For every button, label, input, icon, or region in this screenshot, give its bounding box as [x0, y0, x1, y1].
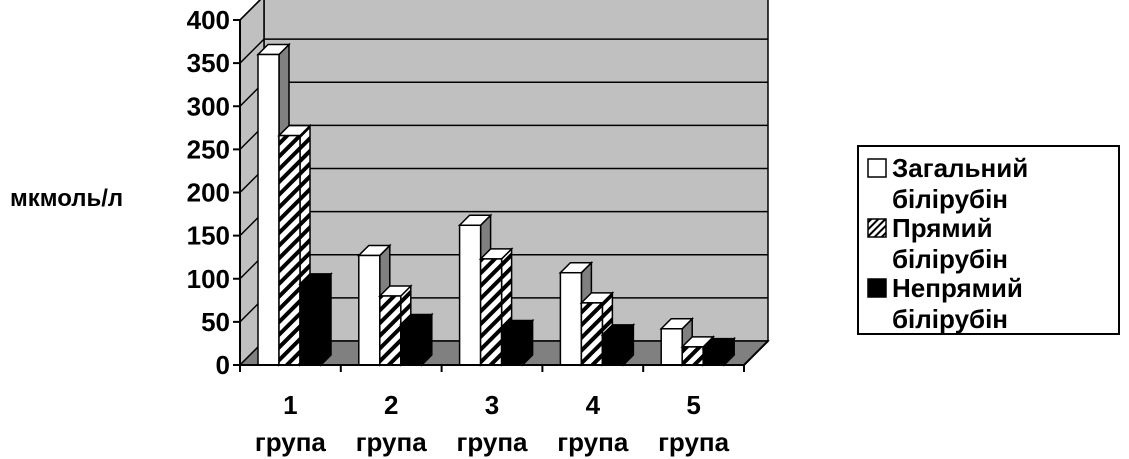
legend-swatch	[867, 218, 887, 238]
bar-front	[580, 302, 604, 366]
bar	[298, 272, 333, 367]
y-tick-label: 300	[187, 91, 230, 121]
bar-front	[660, 328, 683, 366]
x-category-number: 5	[686, 390, 700, 420]
bar-front	[299, 283, 322, 366]
bar-front	[559, 271, 583, 366]
legend-label-line2: білірубін	[892, 304, 1008, 334]
bar-front	[702, 347, 725, 366]
bar-front	[257, 53, 280, 366]
y-tick-label: 50	[201, 307, 230, 337]
legend-label-line2: білірубін	[892, 184, 1008, 214]
y-tick-label: 350	[187, 48, 230, 78]
axes-group: 0 50 100 150 200 250 300 350 400 1 група 2 група 3 гру…	[187, 5, 769, 457]
legend-swatch	[867, 278, 887, 298]
bar-side	[320, 272, 332, 367]
y-tick-label: 100	[187, 264, 230, 294]
bar-front	[500, 329, 524, 366]
bar	[478, 247, 514, 367]
x-category-number: 1	[283, 390, 297, 420]
bar-front	[601, 334, 625, 366]
bar	[600, 323, 636, 367]
x-category-word: група	[457, 427, 529, 457]
bar	[701, 336, 737, 367]
legend-swatch	[867, 158, 887, 178]
x-axis-line-end	[743, 340, 769, 366]
y-tick-label: 200	[187, 178, 230, 208]
x-category-word: група	[658, 427, 730, 457]
bar-front	[400, 323, 423, 366]
gridline	[239, 0, 262, 21]
legend: ЗагальнийбілірубінПрямийбілірубінНепрями…	[857, 145, 1120, 335]
bar	[499, 318, 535, 367]
x-category-word: група	[557, 427, 629, 457]
x-category-number: 2	[384, 390, 398, 420]
x-category-number: 4	[586, 390, 601, 420]
gridline	[239, 38, 768, 64]
legend-label-line2: білірубін	[892, 244, 1008, 274]
legend-label-line1: Непрямий	[892, 273, 1023, 303]
bar-front	[379, 295, 402, 366]
x-category-number: 3	[485, 390, 499, 420]
legend-box	[857, 145, 1120, 335]
bar	[398, 312, 434, 367]
bar	[377, 284, 413, 367]
legend-label-line1: Прямий	[892, 213, 993, 243]
back-wall-frame	[263, 0, 769, 342]
legend-label-line1: Загальний	[892, 153, 1028, 183]
x-category-word: група	[356, 427, 428, 457]
bar-front	[278, 134, 301, 366]
bar-front	[358, 254, 381, 366]
bars-group	[256, 42, 737, 367]
bar-front	[458, 224, 482, 366]
y-tick-label: 0	[216, 350, 230, 380]
y-tick-label: 250	[187, 134, 230, 164]
y-axis-label: мкмоль/л	[10, 185, 123, 212]
y-tick-label: 400	[187, 5, 230, 35]
x-category-word: група	[255, 427, 327, 457]
bar-front	[479, 258, 503, 366]
y-tick-label: 150	[187, 221, 230, 251]
bar-front	[681, 346, 704, 366]
